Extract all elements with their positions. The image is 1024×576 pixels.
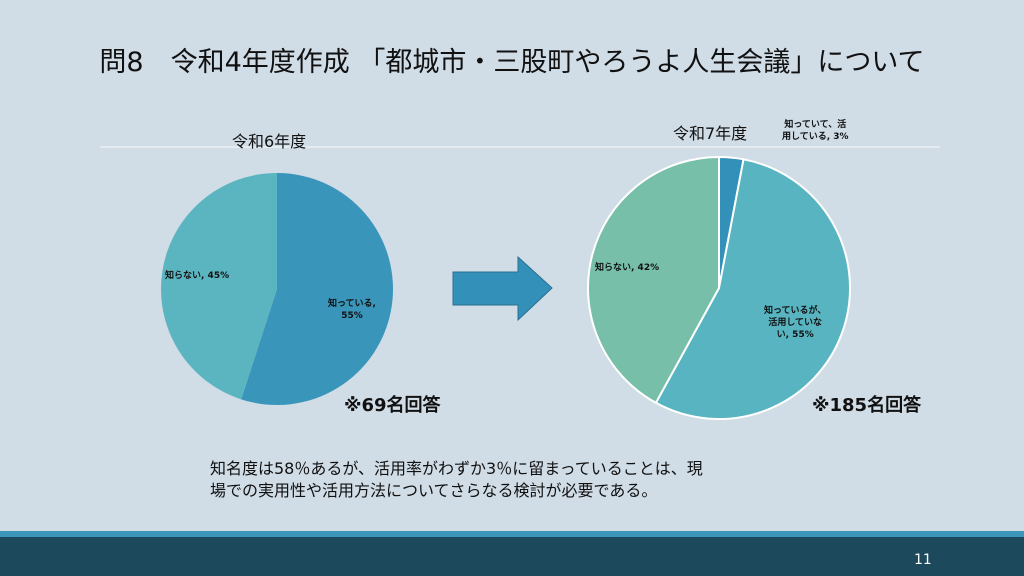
footer-stripe bbox=[0, 531, 1024, 537]
slice-label-r6-unknown: 知らない, 45% bbox=[165, 271, 230, 281]
slice-label-r6-known-pct: 55% bbox=[341, 311, 363, 321]
chart-title-r7: 令和7年度 bbox=[673, 124, 748, 143]
pie-r7 bbox=[587, 155, 851, 420]
slice-label-r7-using-2: 用している, 3% bbox=[782, 132, 849, 142]
divider bbox=[100, 146, 940, 148]
slice-label-r7-unknown: 知らない, 42% bbox=[595, 263, 660, 273]
page-number: 11 bbox=[914, 552, 932, 568]
conclusion-line-1: 知名度は58％あるが、活用率がわずか3％に留まっていることは、現 bbox=[210, 459, 703, 478]
footer-band bbox=[0, 537, 1024, 576]
pie-slice-1-2 bbox=[587, 155, 720, 405]
slice-label-r6-known: 知っている, bbox=[328, 299, 376, 309]
slice-label-r7-using: 知っていて、活 bbox=[784, 120, 847, 130]
pie-slice-1-1 bbox=[654, 158, 851, 420]
slice-label-r7-notusing-2: 活用していな bbox=[768, 318, 823, 328]
pie-slice-0-1 bbox=[160, 173, 277, 400]
pie-slice-0-0 bbox=[241, 173, 393, 406]
right-arrow-icon bbox=[452, 255, 553, 322]
respondents-r6: ※69名回答 bbox=[344, 395, 441, 416]
conclusion-line-2: 場での実用性や活用方法についてさらなる検討が必要である。 bbox=[210, 481, 658, 500]
pie-r6 bbox=[160, 173, 393, 406]
slice-label-r7-notusing: 知っているが、 bbox=[764, 306, 827, 316]
conclusion-text: 知名度は58％あるが、活用率がわずか3％に留まっていることは、現 場での実用性や… bbox=[210, 458, 703, 502]
slide-title: 問8 令和4年度作成 「都城市・三股町やろうよ人生会議」について bbox=[99, 47, 925, 78]
respondents-r7: ※185名回答 bbox=[812, 395, 922, 416]
chart-title-r6: 令和6年度 bbox=[232, 132, 307, 151]
slice-label-r7-notusing-3: い, 55% bbox=[776, 330, 814, 340]
